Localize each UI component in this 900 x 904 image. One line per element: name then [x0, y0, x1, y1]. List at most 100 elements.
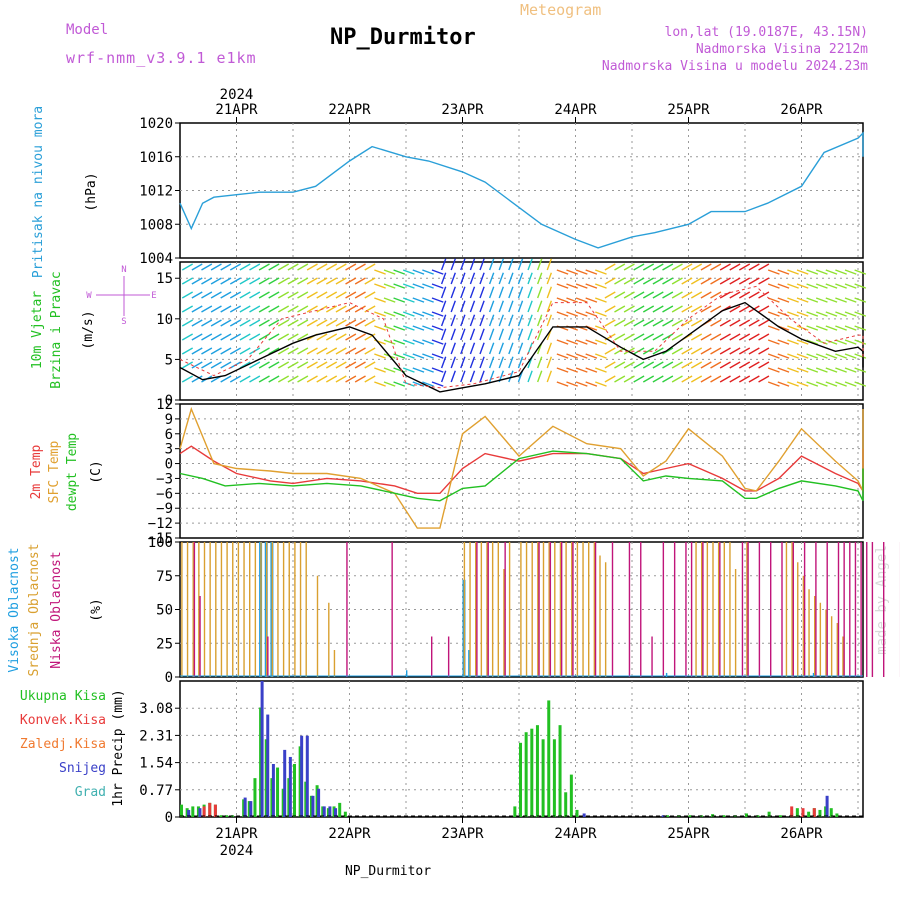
- precip-bar-2: [244, 798, 247, 817]
- cloud-bar-1: [825, 610, 826, 678]
- y-tick-label: 50: [156, 603, 173, 619]
- y-tick-label: −12: [148, 516, 173, 532]
- cloud-bar-2: [476, 542, 477, 677]
- cloud-bar-1: [729, 542, 730, 677]
- precip-bar-0: [180, 805, 183, 817]
- y-tick-label: 2.31: [139, 728, 173, 744]
- y-tick-label: 25: [156, 636, 173, 652]
- cloud-bar-1: [243, 542, 244, 677]
- y-tick-label: 0: [165, 457, 173, 473]
- cloud-bar-2: [651, 637, 652, 678]
- y-tick-label: 10: [156, 312, 173, 328]
- pressure-title: Pritisak na nivou mora: [31, 106, 46, 278]
- cloud-bar-1: [831, 616, 832, 677]
- cloud-bar-1: [554, 542, 555, 677]
- y-tick-label: 100: [148, 535, 173, 551]
- precip-bar-0: [513, 806, 516, 817]
- y-tick-label: 1004: [139, 251, 173, 267]
- precip-legend-item: Snijeg: [59, 761, 106, 776]
- cloud-bar-1: [260, 542, 261, 677]
- y-tick-label: 0: [165, 810, 173, 826]
- watermark: made by Angel: [874, 545, 890, 655]
- cloud-bar-1: [605, 562, 606, 677]
- precip-bar-2: [272, 764, 275, 817]
- cloud-bar-2: [431, 637, 432, 678]
- precip-bar-0: [542, 739, 545, 817]
- bottom-date-label: 25APR: [667, 826, 710, 842]
- cloud-bar-1: [537, 542, 538, 677]
- cloud-bar-1: [232, 542, 233, 677]
- cloud-bar-1: [209, 542, 210, 677]
- cloud-bar-1: [255, 542, 256, 677]
- cloud-bar-1: [272, 542, 273, 677]
- cloud-bar-1: [594, 542, 595, 677]
- cloud-bar-2: [742, 542, 743, 677]
- top-date-label: 21APR: [215, 102, 258, 118]
- cloud-bar-1: [215, 542, 216, 677]
- precip-bar-2: [266, 715, 269, 817]
- precip-legend-item: Konvek.Kisa: [20, 713, 106, 728]
- cloud-bar-1: [198, 542, 199, 677]
- cloud-bar-2: [612, 542, 613, 677]
- temp-2m-label: 2m Temp: [29, 444, 44, 499]
- cloud-bar-2: [702, 542, 703, 677]
- precip-bar-0: [564, 792, 567, 817]
- cloud-bar-1: [486, 542, 487, 677]
- cloud-unit: (%): [89, 598, 104, 621]
- y-tick-label: 15: [156, 271, 173, 287]
- y-tick-label: −6: [156, 486, 173, 502]
- cloud-bar-1: [718, 542, 719, 677]
- lonlat-label: lon,lat (19.0187E, 43.15N): [665, 25, 869, 40]
- y-tick-label: 5: [165, 352, 173, 368]
- cloud-bar-1: [577, 542, 578, 677]
- cloud-bar-2: [538, 542, 539, 677]
- cloud-bar-2: [267, 637, 268, 678]
- cloud-bar-1: [503, 569, 504, 677]
- cloud-bar-1: [842, 637, 843, 678]
- cloud-bar-1: [746, 542, 747, 677]
- top-date-label: 25APR: [667, 102, 710, 118]
- elevation-label: Nadmorska Visina 2212m: [696, 42, 868, 57]
- model-name: wrf-nmm_v3.9.1 e1km: [66, 49, 257, 67]
- bottom-date-label: 21APR: [215, 826, 258, 842]
- cloud-mid-label: Srednja Oblacnost: [27, 543, 42, 676]
- y-tick-label: 0: [165, 670, 173, 686]
- precip-bar-0: [553, 739, 556, 817]
- precip-bar-0: [276, 768, 279, 817]
- top-date-label: 24APR: [554, 102, 597, 118]
- precip-legend-item: Zaledj.Kisa: [20, 737, 106, 752]
- page-title: NP_Durmitor: [330, 25, 476, 50]
- cloud-bar-1: [837, 623, 838, 677]
- product-label: Meteogram: [520, 1, 601, 19]
- cloud-bar-1: [193, 542, 194, 677]
- cloud-bar-2: [194, 542, 195, 677]
- bottom-date-label: 26APR: [780, 826, 823, 842]
- precip-bar-0: [253, 778, 256, 817]
- top-date-label: 22APR: [328, 102, 371, 118]
- compass-w: W: [86, 291, 92, 301]
- cloud-bar-1: [300, 542, 301, 677]
- cloud-bar-1: [509, 542, 510, 677]
- cloud-bar-2: [561, 542, 562, 677]
- cloud-bar-2: [691, 542, 692, 677]
- y-tick-label: 0.77: [139, 783, 173, 799]
- y-tick-label: 75: [156, 569, 173, 585]
- top-date-label: 26APR: [780, 102, 823, 118]
- cloud-bar-2: [595, 542, 596, 677]
- precip-bar-2: [300, 736, 303, 817]
- panel-3: 0 25 50 75 100: [148, 535, 900, 686]
- precip-bar-2: [323, 806, 326, 817]
- cloud-bar-2: [685, 542, 686, 677]
- precip-bar-2: [826, 796, 829, 817]
- cloud-bar-1: [808, 589, 809, 677]
- precip-bar-0: [807, 812, 810, 817]
- cloud-bar-2: [827, 542, 828, 677]
- compass-s: S: [121, 317, 126, 327]
- cloud-bar-1: [492, 542, 493, 677]
- cloud-bar-2: [866, 542, 867, 677]
- cloud-bar-2: [759, 542, 760, 677]
- precip-bar-2: [328, 806, 331, 817]
- cloud-bar-1: [277, 542, 278, 677]
- cloud-bar-1: [724, 542, 725, 677]
